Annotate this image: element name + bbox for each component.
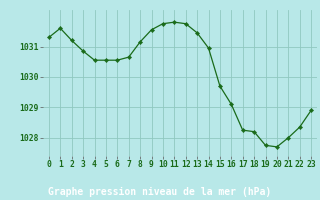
Text: Graphe pression niveau de la mer (hPa): Graphe pression niveau de la mer (hPa)	[48, 187, 272, 197]
